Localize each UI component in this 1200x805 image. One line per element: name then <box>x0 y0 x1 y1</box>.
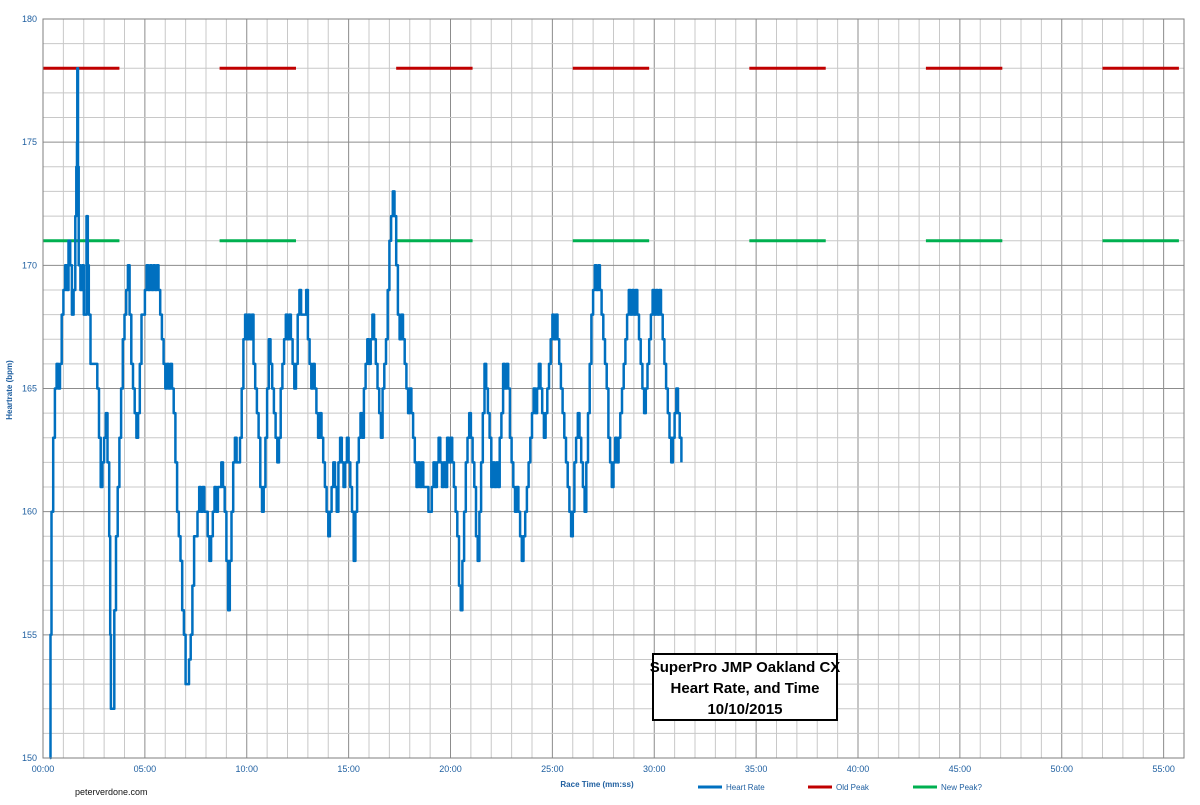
heart-rate-line <box>49 67 683 760</box>
y-tick-label: 165 <box>22 384 37 394</box>
legend-label: Heart Rate <box>726 783 765 792</box>
chart-title-line-3: 10/10/2015 <box>707 701 782 718</box>
x-tick-label: 50:00 <box>1050 764 1073 774</box>
x-tick-label: 45:00 <box>949 764 972 774</box>
credit-text: peterverdone.com <box>75 787 148 797</box>
x-tick-label: 20:00 <box>439 764 462 774</box>
title-box: SuperPro JMP Oakland CX Heart Rate, and … <box>650 653 841 721</box>
y-axis-title: Heartrate (bpm) <box>5 360 14 420</box>
legend: Heart Rate Old Peak New Peak? <box>698 783 982 792</box>
y-tick-label: 150 <box>22 753 37 763</box>
reference-lines <box>43 66 1179 243</box>
x-tick-label: 15:00 <box>337 764 360 774</box>
series <box>49 67 683 760</box>
chart-title-line-2: Heart Rate, and Time <box>671 680 820 697</box>
x-tick-label: 55:00 <box>1152 764 1175 774</box>
x-tick-labels: 00:00 05:00 10:00 15:00 20:00 25:00 30:00 35:00… <box>32 764 1175 774</box>
x-axis-title: Race Time (mm:ss) <box>560 780 634 789</box>
plot-frame <box>42 18 1185 759</box>
chart-title-line-1: SuperPro JMP Oakland CX <box>650 659 841 676</box>
y-tick-label: 160 <box>22 507 37 517</box>
x-tick-label: 00:00 <box>32 764 55 774</box>
y-tick-label: 180 <box>22 14 37 24</box>
y-tick-labels: 150 155 160 165 170 175 180 <box>22 14 37 763</box>
x-tick-label: 30:00 <box>643 764 666 774</box>
x-tick-label: 40:00 <box>847 764 870 774</box>
legend-label: Old Peak <box>836 783 870 792</box>
x-tick-label: 10:00 <box>235 764 258 774</box>
x-tick-label: 25:00 <box>541 764 564 774</box>
y-tick-label: 170 <box>22 260 37 270</box>
x-tick-label: 05:00 <box>134 764 157 774</box>
title-box-frame <box>652 653 838 721</box>
x-tick-label: 35:00 <box>745 764 768 774</box>
grid <box>43 19 1184 758</box>
y-tick-label: 155 <box>22 630 37 640</box>
legend-label: New Peak? <box>941 783 982 792</box>
y-tick-label: 175 <box>22 137 37 147</box>
